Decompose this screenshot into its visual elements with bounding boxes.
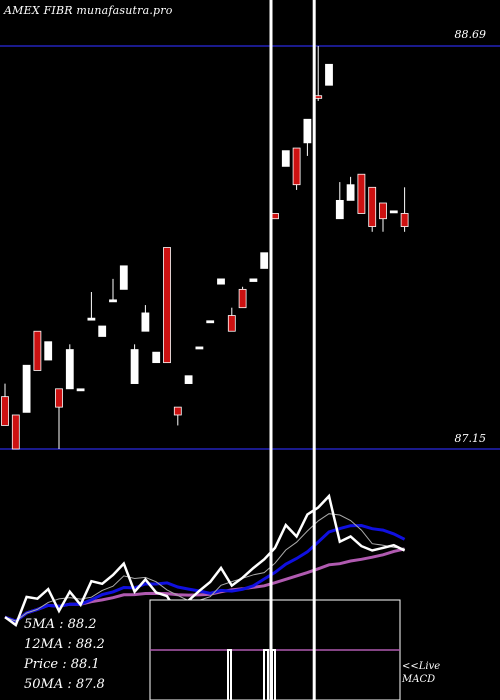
candle [206, 320, 215, 324]
candle [238, 286, 247, 309]
candle [325, 63, 333, 86]
candle [173, 406, 182, 426]
ma5-line [4, 513, 405, 622]
candle-body [238, 288, 247, 309]
candle-body [87, 317, 96, 321]
candle-body [357, 173, 366, 214]
candles [1, 46, 409, 450]
candle [1, 383, 9, 426]
candle-body [130, 349, 139, 384]
legend-50ma: 50MA : 87.8 [24, 677, 105, 692]
candle-body [335, 199, 344, 220]
candle-body [65, 349, 74, 390]
candle [281, 150, 290, 167]
candle [195, 346, 204, 350]
candle-body [11, 414, 20, 450]
candle [400, 187, 409, 232]
candle-body [1, 396, 9, 426]
candle [292, 147, 301, 190]
legend-12ma: 12MA : 88.2 [24, 637, 105, 652]
price-level-top: 88.69 [454, 28, 487, 41]
candle [65, 344, 74, 390]
candle-body [55, 388, 63, 408]
chart-title: AMEX FIBR munafasutra.pro [4, 4, 173, 17]
candle-body [33, 330, 42, 371]
candle-body [400, 213, 409, 227]
candle [217, 278, 225, 285]
candle-body [152, 351, 161, 364]
candle-body [292, 147, 301, 186]
candle-body [184, 375, 193, 384]
ma-legend: 5MA : 88.2 12MA : 88.2 Price : 88.1 50MA… [24, 615, 105, 695]
candle-body [119, 265, 128, 290]
candle [152, 351, 161, 364]
candle-body [303, 118, 312, 144]
candle-body [389, 210, 398, 214]
candle [184, 375, 193, 384]
candle-body [271, 213, 279, 220]
candle-body [195, 346, 204, 350]
live-link[interactable]: <<Live [402, 661, 441, 672]
candle [389, 210, 398, 214]
candle [260, 252, 269, 269]
candle [109, 278, 117, 303]
candle-body [44, 341, 53, 361]
candle-body [173, 406, 182, 416]
candle [87, 291, 96, 321]
candle-body [260, 252, 269, 269]
candle-body [249, 278, 258, 282]
legend-price: Price : 88.1 [24, 657, 100, 672]
candle [227, 307, 236, 332]
candle [335, 182, 344, 220]
candle [346, 176, 355, 201]
candle [314, 46, 323, 101]
price-line [4, 493, 406, 627]
candle-body [325, 63, 333, 86]
candle [303, 118, 312, 156]
candle [368, 186, 377, 232]
candle [249, 278, 258, 282]
candle [379, 202, 387, 232]
candle [22, 364, 31, 413]
candle [11, 414, 20, 450]
candle [76, 388, 85, 392]
candle [55, 388, 63, 449]
candle-body [217, 278, 225, 285]
candle-body [22, 364, 31, 413]
candle-body [109, 299, 117, 303]
candle [141, 305, 150, 332]
vertical-markers [269, 0, 316, 700]
candle-body [379, 202, 387, 220]
candle [119, 265, 128, 290]
candle-body [76, 388, 85, 392]
candle [163, 247, 171, 364]
oscillator-panel [4, 493, 406, 700]
candle [98, 325, 107, 337]
candle-body [346, 184, 355, 201]
price-level-bottom: 87.15 [454, 432, 487, 445]
macd-label: <<Live MACD [402, 660, 440, 686]
candle-body [227, 315, 236, 332]
candle [44, 341, 53, 361]
candle-body [163, 247, 171, 364]
macd-text: MACD [402, 674, 436, 685]
candle-body [206, 320, 215, 324]
candle-body [314, 95, 323, 99]
candle-body [281, 150, 290, 167]
candle [357, 173, 366, 214]
candle [130, 344, 139, 384]
candle [33, 330, 42, 371]
candle [271, 213, 279, 220]
legend-5ma: 5MA : 88.2 [24, 617, 97, 632]
candle-body [98, 325, 107, 337]
candle-body [368, 186, 377, 227]
candle-body [141, 312, 150, 332]
level-lines [0, 45, 500, 450]
